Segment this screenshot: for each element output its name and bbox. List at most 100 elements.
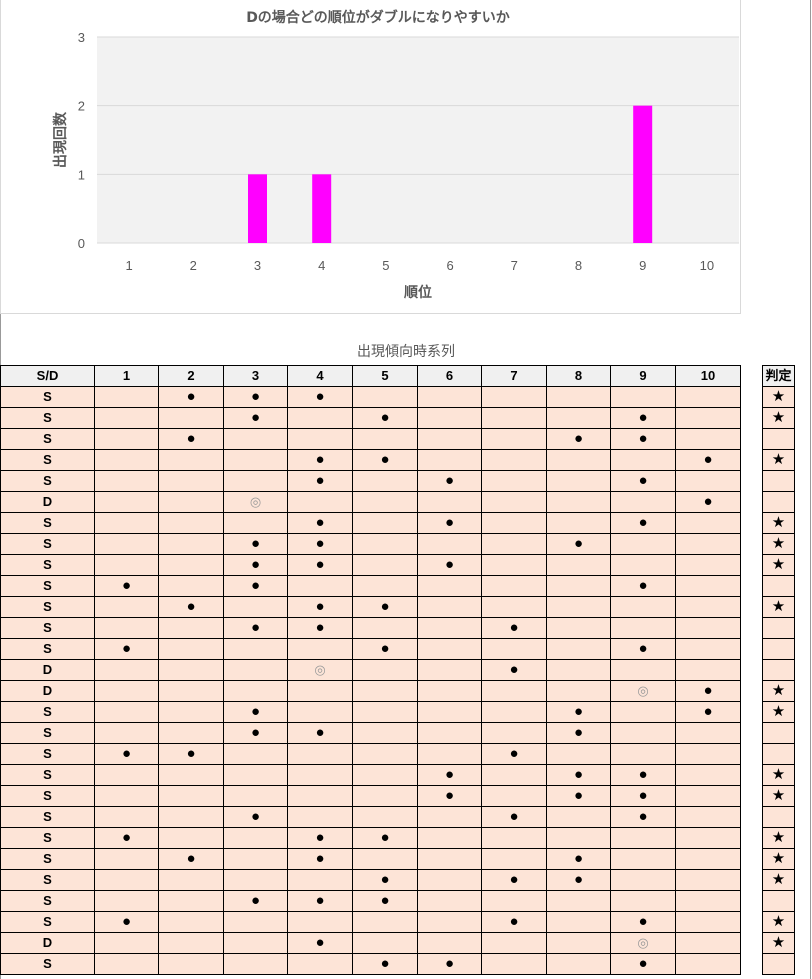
empty-cell <box>352 659 418 681</box>
empty-cell <box>352 617 418 639</box>
empty-cell <box>94 890 159 912</box>
empty-cell <box>158 491 224 513</box>
empty-cell <box>158 932 224 954</box>
empty-cell <box>223 470 288 492</box>
border-line <box>810 0 811 979</box>
table-row: D ◎ ● <box>0 491 741 513</box>
column-header: 9 <box>610 365 676 387</box>
y-tick-label: 0 <box>78 236 85 251</box>
empty-cell <box>417 869 482 891</box>
empty-cell <box>352 554 418 576</box>
table-row: S ● ● ● <box>0 407 741 429</box>
sd-cell: S <box>0 743 95 765</box>
empty-cell <box>223 764 288 786</box>
empty-cell <box>417 806 482 828</box>
empty-cell <box>94 386 159 408</box>
dot-mark: ● <box>481 806 547 828</box>
empty-cell <box>287 680 353 702</box>
sd-cell: S <box>0 890 95 912</box>
empty-cell <box>546 617 611 639</box>
table-row: ★ <box>762 533 795 555</box>
empty-cell <box>223 848 288 870</box>
empty-cell <box>481 680 547 702</box>
empty-cell <box>417 407 482 429</box>
empty-cell <box>352 575 418 597</box>
dot-mark: ● <box>610 806 676 828</box>
dot-mark: ● <box>94 911 159 933</box>
empty-cell <box>223 638 288 660</box>
empty-cell <box>417 659 482 681</box>
sd-cell: S <box>0 911 95 933</box>
dot-mark: ● <box>610 407 676 429</box>
empty-cell <box>546 827 611 849</box>
x-tick-label: 6 <box>446 258 453 273</box>
empty-cell <box>417 386 482 408</box>
sd-cell: S <box>0 512 95 534</box>
star-mark: ★ <box>762 848 795 870</box>
dot-mark: ● <box>352 449 418 471</box>
empty-cell <box>158 785 224 807</box>
empty-cell <box>546 890 611 912</box>
dot-mark: ● <box>94 638 159 660</box>
x-tick-label: 3 <box>254 258 261 273</box>
sd-cell: S <box>0 428 95 450</box>
empty-cell <box>158 764 224 786</box>
dot-mark: ● <box>546 869 611 891</box>
dot-mark: ● <box>287 722 353 744</box>
empty-cell <box>610 722 676 744</box>
empty-cell <box>287 806 353 828</box>
empty-cell <box>158 533 224 555</box>
dot-mark: ● <box>158 596 224 618</box>
empty-cell <box>762 470 795 492</box>
x-tick-label: 9 <box>639 258 646 273</box>
empty-cell <box>675 848 741 870</box>
empty-cell <box>287 953 353 975</box>
column-header: 2 <box>158 365 224 387</box>
sd-cell: S <box>0 575 95 597</box>
dot-mark: ● <box>546 701 611 723</box>
empty-cell <box>352 764 418 786</box>
dot-mark: ● <box>417 470 482 492</box>
sd-cell: S <box>0 470 95 492</box>
x-tick-label: 5 <box>382 258 389 273</box>
table-row: ★ <box>762 911 795 933</box>
empty-cell <box>481 428 547 450</box>
empty-cell <box>352 386 418 408</box>
table-row: D ◎ ● <box>0 659 741 681</box>
table-row: ★ <box>762 827 795 849</box>
empty-cell <box>158 869 224 891</box>
column-header: 10 <box>675 365 741 387</box>
table-row: ★ <box>762 869 795 891</box>
empty-cell <box>762 953 795 975</box>
empty-cell <box>223 659 288 681</box>
empty-cell <box>94 617 159 639</box>
empty-cell <box>546 491 611 513</box>
empty-cell <box>287 407 353 429</box>
dot-mark: ● <box>675 449 741 471</box>
dot-mark: ● <box>223 533 288 555</box>
table-row <box>762 659 795 681</box>
empty-cell <box>481 785 547 807</box>
empty-cell <box>675 827 741 849</box>
plot-area <box>97 37 739 243</box>
empty-cell <box>417 827 482 849</box>
dot-mark: ● <box>94 827 159 849</box>
sd-cell: S <box>0 596 95 618</box>
table-row: ★ <box>762 407 795 429</box>
dot-mark: ● <box>675 491 741 513</box>
empty-cell <box>610 701 676 723</box>
empty-cell <box>675 533 741 555</box>
dot-mark: ● <box>223 386 288 408</box>
table-row: S ● ● ● <box>0 470 741 492</box>
dot-mark: ● <box>158 848 224 870</box>
empty-cell <box>352 848 418 870</box>
table-row <box>762 953 795 975</box>
table-row: ★ <box>762 449 795 471</box>
sd-cell: S <box>0 722 95 744</box>
empty-cell <box>481 701 547 723</box>
sd-cell: S <box>0 806 95 828</box>
table-row: ★ <box>762 785 795 807</box>
empty-cell <box>158 407 224 429</box>
dot-mark: ● <box>287 617 353 639</box>
empty-cell <box>94 806 159 828</box>
